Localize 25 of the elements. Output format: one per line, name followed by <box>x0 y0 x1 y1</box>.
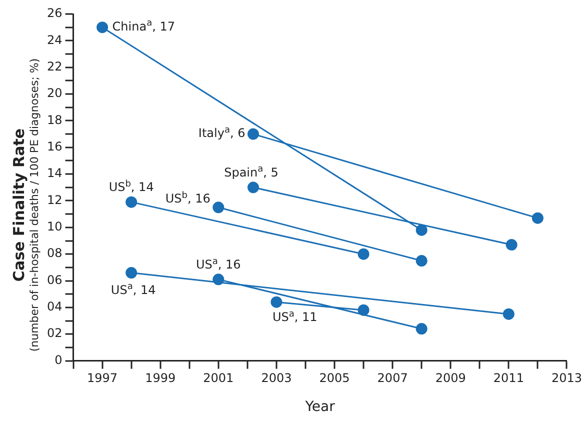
y-tick-label: 14 <box>46 166 62 180</box>
y-tick-label: 08 <box>46 246 62 260</box>
x-tick-label: 2009 <box>435 371 466 386</box>
y-tick-label: 26 <box>46 6 62 20</box>
y-axis-title: Case Finality Rate (number of in-hospital deaths / 100 PE diagnoses; %) <box>10 57 41 354</box>
y-tick-label: 16 <box>46 140 62 154</box>
x-tick-label: 2001 <box>203 371 234 386</box>
y-tick-label: 10 <box>46 220 62 234</box>
x-tick-label: 1997 <box>87 371 118 386</box>
y-tick-label: 22 <box>46 59 62 74</box>
y-tick-label: 04 <box>46 300 62 314</box>
y-tick-label: 06 <box>46 272 62 287</box>
y-tick-label: 20 <box>46 86 62 100</box>
y-tick-label: 18 <box>46 112 62 127</box>
y-tick-label: 24 <box>46 32 62 47</box>
y-tick-label: 12 <box>46 192 62 207</box>
x-tick-label: 2011 <box>493 371 524 386</box>
y-tick-label: 0 <box>54 352 62 367</box>
x-tick-label: 2003 <box>261 371 292 386</box>
x-tick-label: 2005 <box>319 371 350 386</box>
x-axis-title: Year <box>304 399 336 416</box>
x-tick-label: 2013 <box>551 371 582 386</box>
x-tick-label: 2007 <box>377 371 408 386</box>
y-tick-label: 02 <box>46 326 62 340</box>
x-tick-label: 1999 <box>145 371 176 386</box>
